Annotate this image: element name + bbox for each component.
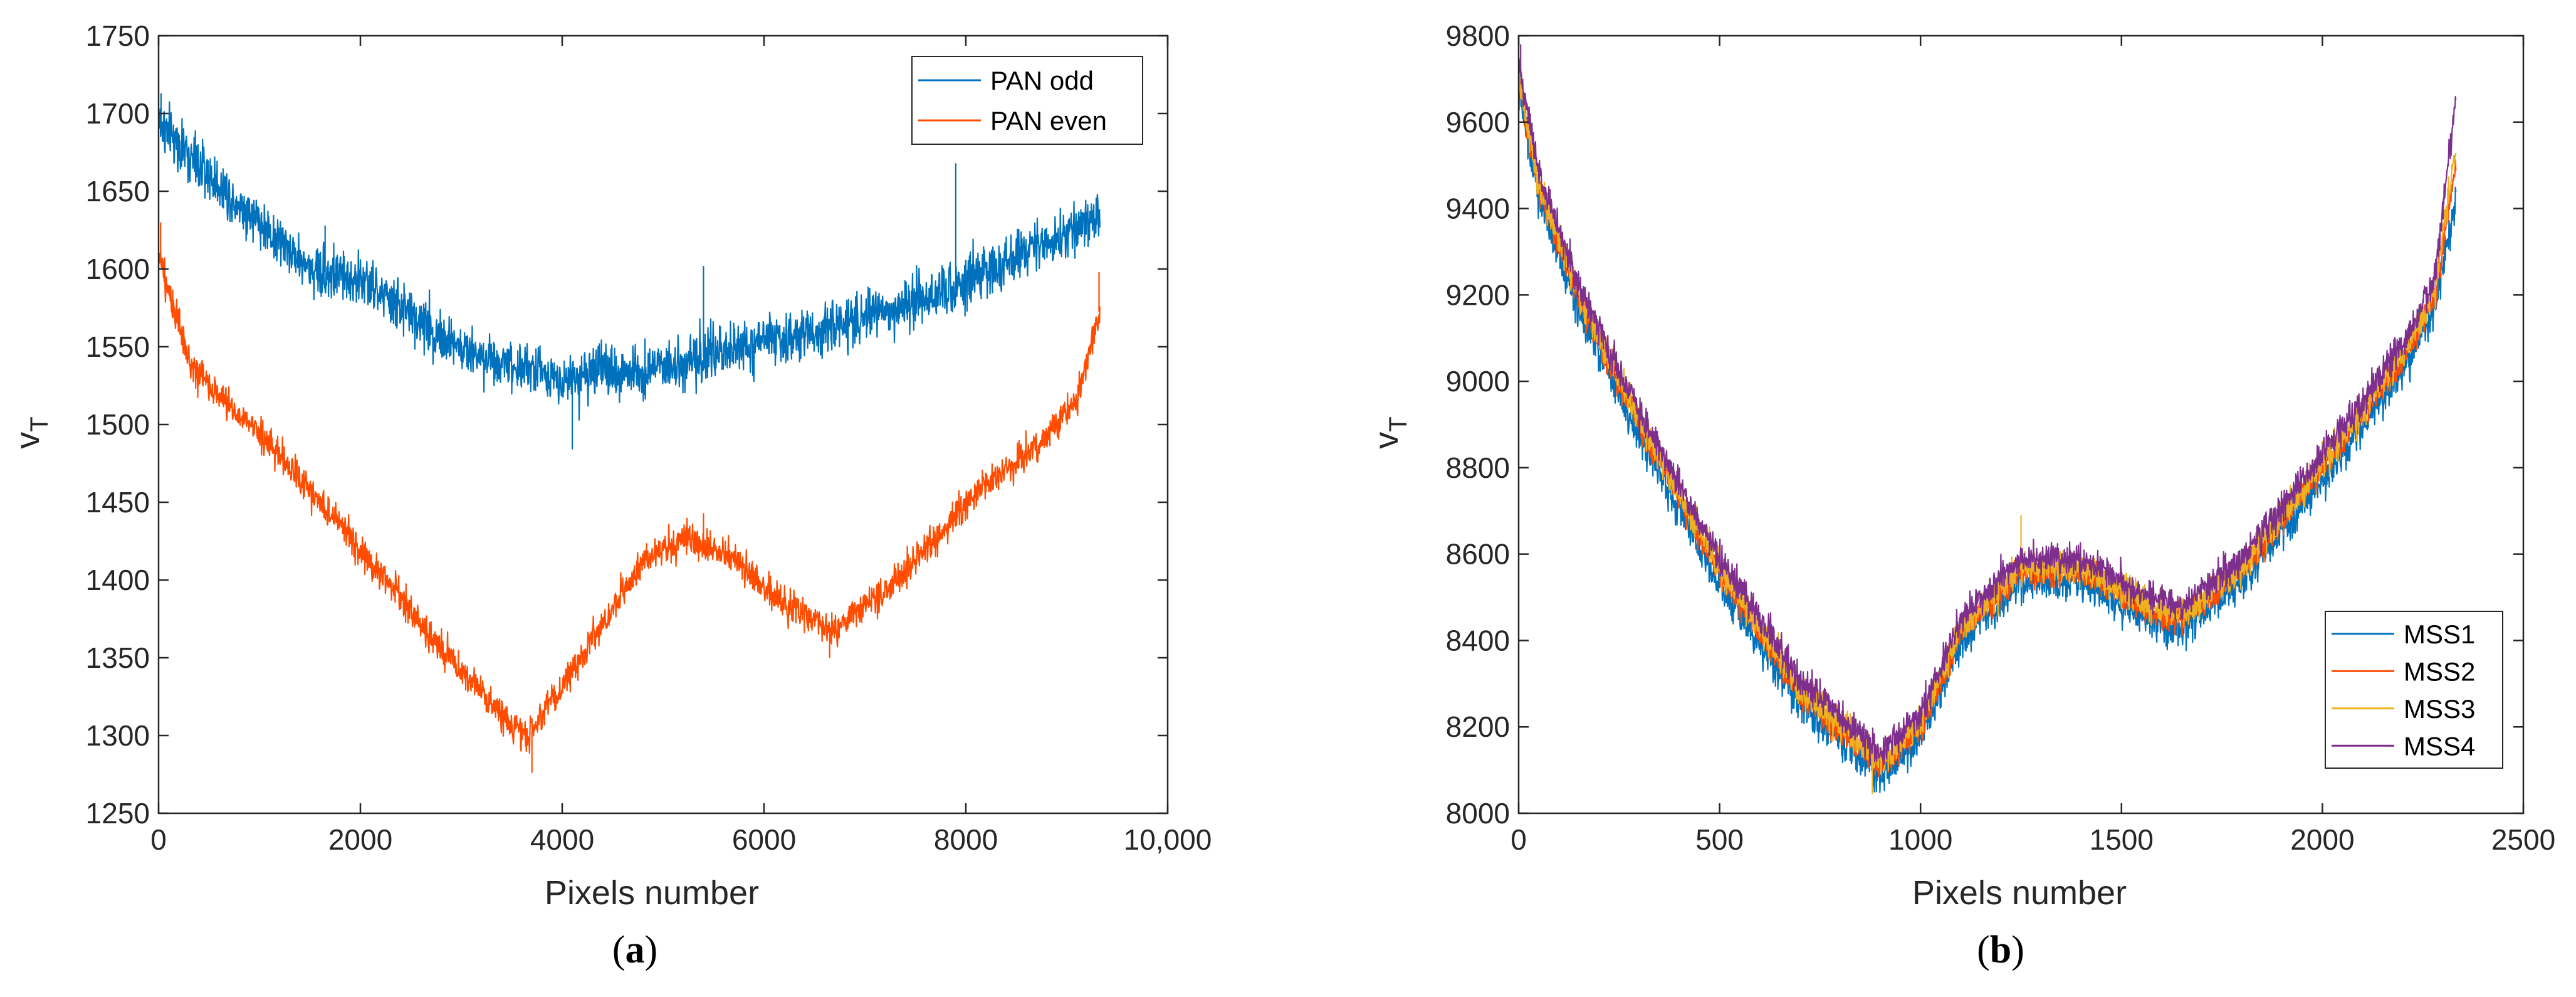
x-tick-label: 500 [1695, 823, 1744, 856]
y-axis-label: vT [9, 416, 53, 448]
legend-entry: MSS1 [2404, 620, 2475, 649]
y-tick-label: 1250 [86, 797, 150, 830]
panel-caption-close: ) [645, 929, 658, 971]
series-group [1519, 44, 2457, 794]
y-tick-label: 1350 [86, 641, 150, 674]
x-tick-label: 2500 [2491, 823, 2555, 856]
legend-box [2325, 611, 2503, 769]
legend-entry: PAN odd [990, 66, 1094, 95]
x-tick-label: 0 [150, 823, 167, 856]
y-tick-label: 8400 [1446, 624, 1510, 657]
legend-box [911, 56, 1143, 145]
y-axis-label-subscript: T [26, 416, 53, 431]
y-tick-label: 8800 [1446, 451, 1510, 484]
y-tick-label: 1600 [86, 253, 150, 285]
series-line-pan-even [159, 222, 1101, 773]
panel-a-chart: 0 2000 4000 6000 8000 10,000 1250 1300 1350 1400 1… [9, 19, 1212, 971]
x-tick-label: 4000 [530, 823, 594, 856]
y-tick-label: 8200 [1446, 710, 1510, 743]
x-tick-label: 10,000 [1124, 823, 1212, 856]
legend: MSS1 MSS2 MSS3 MSS4 [2325, 611, 2503, 769]
series-line-mss2 [1519, 72, 2457, 779]
y-axis-label-subscript: T [1385, 416, 1412, 431]
y-tick-label: 8600 [1446, 538, 1510, 571]
panel-caption: (b) [1977, 929, 2024, 971]
y-tick-label: 9800 [1446, 19, 1510, 52]
axes-box [1517, 34, 2525, 815]
legend: PAN odd PAN even [911, 56, 1143, 145]
y-tick-label: 1700 [86, 97, 150, 130]
panel-caption-close: ) [2011, 929, 2024, 971]
x-axis-label: Pixels number [545, 874, 759, 912]
series-line-mss3 [1519, 66, 2457, 794]
x-tick-label: 6000 [732, 823, 796, 856]
y-tick-label: 9400 [1446, 193, 1510, 225]
y-tick-label: 1650 [86, 175, 150, 208]
panel-caption-letter: b [1990, 929, 2011, 971]
panel-caption-open: ( [612, 929, 626, 971]
x-tick-label: 8000 [934, 823, 998, 856]
y-tick-label: 1450 [86, 486, 150, 519]
panel-caption-open: ( [1977, 929, 1990, 971]
legend-entry: MSS4 [2404, 731, 2475, 761]
legend-entry: PAN even [990, 106, 1107, 135]
y-tick-label: 1750 [86, 19, 150, 52]
x-tick-label: 1000 [1888, 823, 1952, 856]
x-tick-label: 2000 [2290, 823, 2354, 856]
series-group [159, 93, 1101, 773]
y-tick-label: 1500 [86, 408, 150, 441]
panel-caption: (a) [612, 929, 657, 971]
panel-b-chart: 0 500 1000 1500 2000 2500 8000 8200 8400 8600 8800… [1368, 19, 2555, 971]
legend-entry: MSS3 [2404, 694, 2475, 724]
y-tick-label: 8000 [1446, 797, 1510, 830]
x-tick-label: 1500 [2090, 823, 2154, 856]
x-tick-label: 0 [1511, 823, 1527, 856]
y-tick-label: 9600 [1446, 106, 1510, 139]
legend-entry: MSS2 [2404, 657, 2475, 686]
panel-caption-letter: a [626, 929, 645, 971]
axes-box [157, 34, 1169, 815]
series-line-mss4 [1519, 44, 2457, 766]
series-line-pan-odd [159, 93, 1101, 450]
y-tick-label: 9000 [1446, 365, 1510, 398]
y-tick-label: 1400 [86, 564, 150, 596]
y-axis-label: vT [1368, 416, 1412, 448]
series-line-mss1 [1519, 73, 2457, 793]
y-axis-label-main: v [9, 432, 46, 449]
x-tick-label: 2000 [328, 823, 392, 856]
y-axis-label-main: v [1368, 432, 1405, 449]
y-tick-label: 1550 [86, 330, 150, 363]
y-tick-label: 1300 [86, 719, 150, 752]
x-axis-label: Pixels number [1912, 874, 2127, 912]
y-tick-label: 9200 [1446, 278, 1510, 311]
